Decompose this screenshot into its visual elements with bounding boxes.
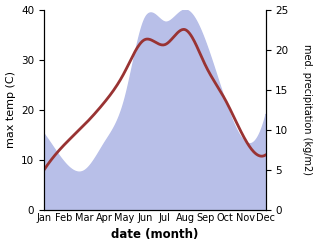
Y-axis label: med. precipitation (kg/m2): med. precipitation (kg/m2) xyxy=(302,44,313,175)
Y-axis label: max temp (C): max temp (C) xyxy=(5,71,16,148)
X-axis label: date (month): date (month) xyxy=(111,228,198,242)
